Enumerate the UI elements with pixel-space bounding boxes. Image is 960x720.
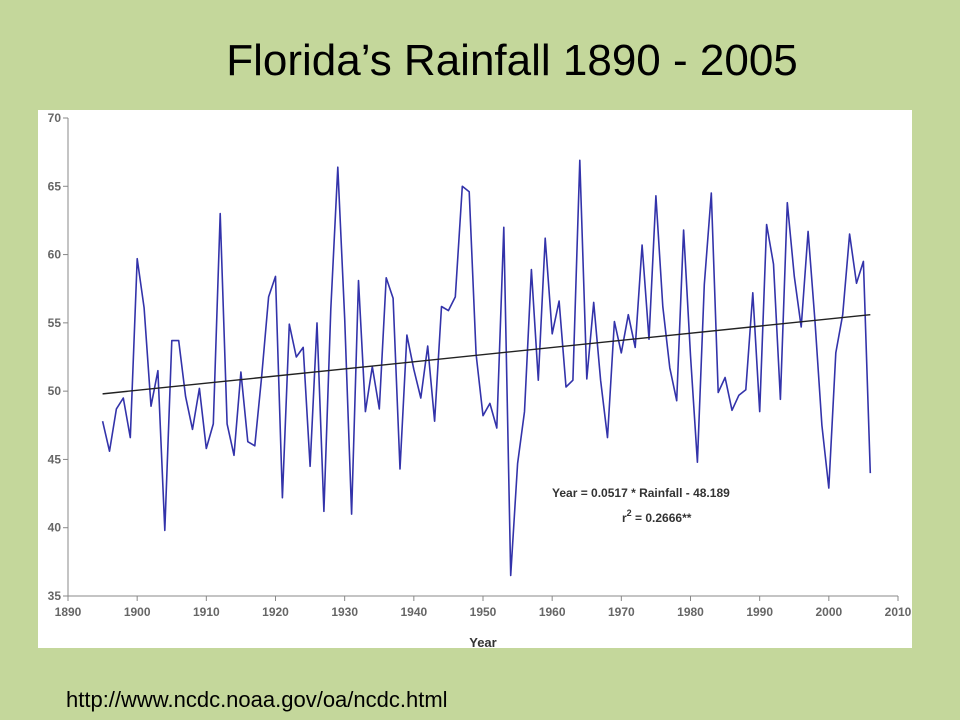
x-tick-label: 1960 xyxy=(539,605,566,619)
r-squared-prefix: r xyxy=(622,511,627,525)
x-tick-label: 1940 xyxy=(400,605,427,619)
y-tick-label: 55 xyxy=(48,316,62,330)
rainfall-series-line xyxy=(101,159,872,577)
y-tick-label: 65 xyxy=(48,179,62,193)
r-squared-label: r2 = 0.2666** xyxy=(622,508,692,525)
y-tick-label: 50 xyxy=(48,384,62,398)
y-tick-label: 45 xyxy=(48,452,62,466)
y-tick-label: 70 xyxy=(48,111,62,125)
x-tick-label: 2010 xyxy=(885,605,912,619)
r-squared-value: = 0.2666** xyxy=(632,511,692,525)
trend-group xyxy=(102,313,871,395)
source-link[interactable]: http://www.ncdc.noaa.gov/oa/ncdc.html xyxy=(66,687,448,712)
y-axis-ticks: 35 40 45 50 55 60 65 70 xyxy=(48,111,68,603)
r-squared-superscript: 2 xyxy=(627,508,632,518)
x-tick-label: 1900 xyxy=(124,605,151,619)
x-axis-title: Year xyxy=(469,635,496,648)
x-axis-ticks: 1890 1900 1910 1920 1930 1940 1950 1960 1970 1980… xyxy=(55,596,912,619)
series-group xyxy=(101,159,872,577)
chart-panel: 35 40 45 50 55 60 65 70 1890 1900 1910 1920 1930 194… xyxy=(38,110,912,648)
rainfall-line-chart: 35 40 45 50 55 60 65 70 1890 1900 1910 1920 1930 194… xyxy=(48,111,912,648)
trend-line xyxy=(102,313,871,395)
slide-title: Florida’s Rainfall 1890 - 2005 xyxy=(226,36,798,85)
x-tick-label: 1920 xyxy=(262,605,289,619)
x-tick-label: 1990 xyxy=(746,605,773,619)
x-tick-label: 1980 xyxy=(677,605,704,619)
y-tick-label: 35 xyxy=(48,589,62,603)
x-tick-label: 1890 xyxy=(55,605,82,619)
y-tick-label: 60 xyxy=(48,248,62,262)
x-tick-label: 1930 xyxy=(331,605,358,619)
x-tick-label: 1970 xyxy=(608,605,635,619)
x-tick-label: 1950 xyxy=(470,605,497,619)
regression-equation: Year = 0.0517 * Rainfall - 48.189 xyxy=(552,486,730,500)
y-tick-label: 40 xyxy=(48,521,62,535)
axes xyxy=(67,118,898,597)
x-tick-label: 1910 xyxy=(193,605,220,619)
x-tick-label: 2000 xyxy=(815,605,842,619)
